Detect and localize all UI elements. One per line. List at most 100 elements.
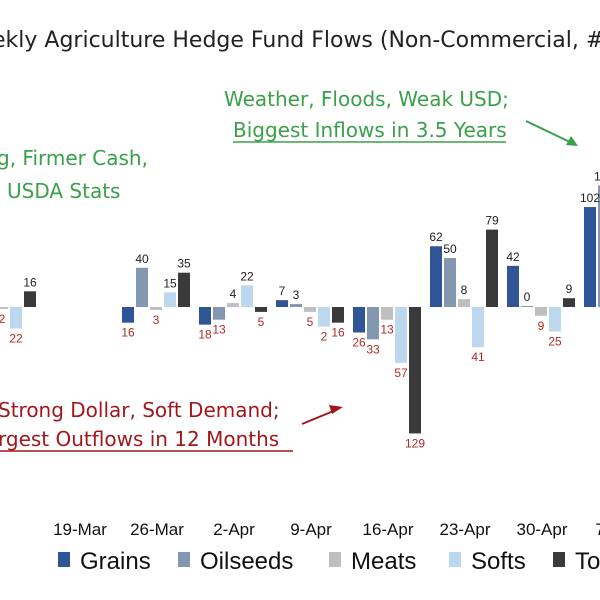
bars-layer	[0, 185, 600, 434]
value-label-grains-4: 7	[279, 284, 286, 298]
annotation-inflows: Weather, Floods, Weak USD; Biggest Inflo…	[224, 87, 578, 146]
legend-label-to: To	[575, 548, 600, 575]
annotation-inflows-line2: Biggest Inflows in 3.5 Years	[233, 118, 507, 142]
bar-grains-3	[199, 307, 211, 325]
value-label-oilseeds-8: 124	[594, 169, 600, 183]
x-tick-label-3: 2-Apr	[213, 520, 255, 539]
value-labels-layer: 5342221616403153518134225735216263313571…	[0, 169, 600, 450]
annotation-outflows-arrow	[301, 409, 337, 425]
bar-softs-5	[395, 307, 407, 363]
chart-title: ekly Agriculture Hedge Fund Flows (Non-C…	[0, 28, 600, 53]
bar-grains-8	[584, 207, 596, 307]
value-label-meats-7: 9	[538, 319, 545, 333]
bar-grains-2	[122, 307, 134, 323]
value-label-grains-8: 102	[580, 191, 600, 205]
x-axis-ticks: 19-Mar 26-Mar 2-Apr 9-Apr 16-Apr 23-Apr 30-Apr…	[53, 520, 600, 539]
value-label-grains-5: 26	[352, 335, 366, 349]
value-label-oilseeds-3: 13	[212, 323, 226, 337]
value-label-meats-2: 3	[153, 313, 160, 327]
value-label-softs-5: 57	[394, 366, 408, 380]
value-label-meats-0: 2	[0, 312, 6, 326]
bar-grains-7	[507, 265, 519, 307]
bar-softs-0	[10, 307, 22, 329]
annotation-inflows-arrow	[525, 120, 573, 144]
bar-grains-6	[430, 246, 442, 307]
legend-label-grains: Grains	[80, 548, 151, 575]
bar-oilseeds-3	[213, 307, 225, 320]
legend-label-oilseeds: Oilseeds	[200, 548, 293, 575]
bar-softs-7	[549, 307, 561, 332]
value-label-to-2: 35	[177, 257, 191, 271]
value-label-to-5: 129	[405, 436, 425, 450]
annotation-inflows-arrowhead	[566, 136, 578, 146]
bar-softs-2	[164, 292, 176, 307]
bar-grains-5	[353, 307, 365, 333]
bar-oilseeds-2	[136, 267, 148, 307]
bar-to-5	[409, 307, 421, 434]
legend-swatch-to	[553, 552, 565, 567]
bar-to-4	[332, 307, 344, 323]
legend-label-softs: Softs	[471, 548, 526, 575]
annotation-left-line1: g, Firmer Cash,	[0, 146, 148, 170]
bar-oilseeds-7	[521, 306, 533, 307]
annotation-outflows-arrowhead	[329, 405, 343, 414]
legend-swatch-oilseeds	[178, 552, 190, 567]
bar-meats-3	[227, 303, 239, 307]
bar-meats-7	[535, 307, 547, 316]
value-label-softs-2: 15	[163, 276, 177, 290]
value-label-grains-2: 16	[121, 326, 135, 340]
value-label-meats-6: 8	[461, 283, 468, 297]
bar-oilseeds-5	[367, 307, 379, 340]
value-label-softs-6: 41	[471, 350, 485, 364]
x-tick-label-6: 23-Apr	[439, 520, 490, 539]
value-label-softs-7: 25	[548, 335, 562, 349]
value-label-meats-5: 13	[380, 323, 394, 337]
bar-to-0	[24, 291, 36, 307]
legend-swatch-softs	[449, 552, 461, 567]
x-tick-label-1: 19-Mar	[53, 520, 107, 539]
value-label-softs-0: 22	[9, 332, 23, 346]
value-label-softs-3: 22	[240, 269, 254, 283]
annotation-outflows-line1: Strong Dollar, Soft Demand;	[0, 398, 280, 422]
value-label-oilseeds-5: 33	[366, 342, 380, 356]
value-label-oilseeds-7: 0	[524, 290, 531, 304]
bar-to-6	[486, 229, 498, 307]
annotation-inflows-line1: Weather, Floods, Weak USD;	[224, 87, 509, 111]
x-tick-label-2: 26-Mar	[130, 520, 184, 539]
legend-swatch-meats	[329, 552, 341, 567]
bar-oilseeds-4	[290, 304, 302, 307]
legend-swatch-grains	[58, 552, 70, 567]
bar-oilseeds-6	[444, 258, 456, 307]
bar-grains-4	[276, 300, 288, 307]
value-label-meats-4: 5	[307, 315, 314, 329]
x-tick-label-5: 16-Apr	[362, 520, 413, 539]
value-label-grains-7: 42	[506, 250, 520, 264]
value-label-oilseeds-2: 40	[135, 252, 149, 266]
annotation-left-line2: USDA Stats	[7, 179, 120, 203]
bar-meats-5	[381, 307, 393, 320]
x-tick-label-7: 30-Apr	[516, 520, 567, 539]
annotation-outflows-line2: rgest Outflows in 12 Months	[0, 427, 279, 451]
x-tick-label-4: 9-Apr	[290, 520, 332, 539]
bar-to-2	[178, 272, 190, 307]
value-label-to-3: 5	[258, 315, 265, 329]
bar-softs-3	[241, 285, 253, 307]
bar-to-3	[255, 307, 267, 312]
bar-to-7	[563, 298, 575, 307]
legend-label-meats: Meats	[351, 548, 416, 575]
bar-softs-6	[472, 307, 484, 348]
bar-meats-6	[458, 299, 470, 307]
annotation-left: g, Firmer Cash, USDA Stats	[0, 146, 148, 203]
value-label-to-4: 16	[331, 326, 345, 340]
value-label-grains-6: 62	[429, 230, 443, 244]
value-label-softs-4: 2	[321, 330, 328, 344]
x-tick-label-8: 7-May	[595, 520, 600, 539]
value-label-oilseeds-4: 3	[293, 288, 300, 302]
annotation-outflows: Strong Dollar, Soft Demand; rgest Outflo…	[0, 398, 343, 452]
value-label-to-7: 9	[566, 282, 573, 296]
value-label-to-0: 16	[23, 275, 37, 289]
value-label-grains-3: 18	[198, 328, 212, 342]
value-label-meats-3: 4	[230, 287, 237, 301]
